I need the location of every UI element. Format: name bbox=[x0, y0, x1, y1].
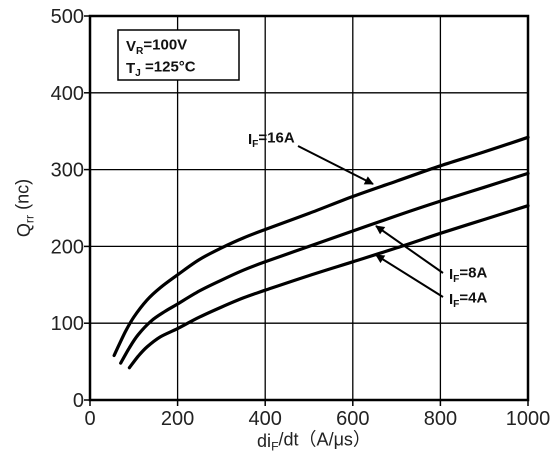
conditions-box-frame bbox=[117, 29, 240, 81]
series-label-if-8a-sub: F bbox=[453, 274, 459, 285]
curve-layer bbox=[112, 135, 530, 370]
y-axis-label-main: Q bbox=[14, 223, 34, 237]
series-label-if-4a-sub: F bbox=[453, 299, 459, 310]
x-axis-label-sub: F bbox=[271, 439, 278, 452]
series-label-if-4a: IF=4A bbox=[449, 290, 488, 310]
y-axis-label-rest: (nc) bbox=[12, 179, 32, 215]
x-axis-label: diF/dt（A/μs） bbox=[257, 429, 371, 452]
condition-tj: TJ =125°C bbox=[126, 59, 196, 79]
y-tick-label-400: 400 bbox=[51, 83, 84, 105]
x-tick-label-800: 800 bbox=[424, 408, 457, 430]
tick-layer: 0 200 400 600 800 1000 0 100 200 300 400 500 bbox=[51, 6, 551, 430]
series-label-if-16a: IF=16A bbox=[248, 130, 295, 150]
series-arrow-if-4a bbox=[375, 254, 444, 298]
series-arrow-if-8a bbox=[375, 225, 444, 274]
x-axis-label-rest: /dt（A/μs） bbox=[279, 429, 371, 449]
y-tick-label-300: 300 bbox=[51, 160, 84, 182]
condition-vr-rest: =100V bbox=[143, 37, 187, 54]
y-axis-label-sub: rr bbox=[22, 215, 36, 223]
x-tick-label-1000: 1000 bbox=[506, 408, 551, 430]
condition-tj-rest: =125°C bbox=[141, 59, 196, 76]
plot-frame bbox=[88, 14, 530, 402]
series-arrow-if-16a bbox=[297, 145, 374, 185]
series-line-if-4a bbox=[127, 204, 530, 370]
x-tick-label-400: 400 bbox=[249, 408, 282, 430]
series-line-if-8a bbox=[119, 171, 530, 365]
series-line-if-16a bbox=[112, 135, 530, 358]
series-label-if-8a: IF=8A bbox=[449, 265, 488, 285]
series-annotations: IF=16A IF=8A IF=4A bbox=[248, 130, 488, 310]
y-tick-label-500: 500 bbox=[51, 6, 84, 28]
x-tick-label-200: 200 bbox=[161, 408, 194, 430]
series-label-if-16a-sub: F bbox=[252, 139, 258, 150]
conditions-box: VR=100V TJ =125°C bbox=[117, 29, 240, 81]
condition-tj-sub: J bbox=[135, 68, 141, 79]
series-label-if-16a-rest: =16A bbox=[258, 130, 294, 147]
y-tick-label-0: 0 bbox=[73, 390, 84, 412]
series-label-if-16a-main: I bbox=[248, 131, 252, 148]
series-label-if-8a-rest: =8A bbox=[459, 265, 487, 282]
x-axis-label-main: di bbox=[257, 431, 271, 451]
y-tick-label-100: 100 bbox=[51, 313, 84, 335]
condition-vr-main: V bbox=[126, 38, 136, 55]
x-tick-label-600: 600 bbox=[336, 408, 369, 430]
y-axis-label: Qrr (nc) bbox=[12, 179, 36, 237]
x-tick-label-0: 0 bbox=[84, 408, 95, 430]
condition-vr: VR=100V bbox=[126, 37, 187, 57]
series-label-if-4a-rest: =4A bbox=[459, 290, 487, 307]
series-label-if-4a-main: I bbox=[449, 291, 453, 308]
condition-vr-sub: R bbox=[136, 46, 144, 57]
y-tick-label-200: 200 bbox=[51, 236, 84, 258]
condition-tj-main: T bbox=[126, 60, 135, 77]
series-label-if-8a-main: I bbox=[449, 266, 453, 283]
